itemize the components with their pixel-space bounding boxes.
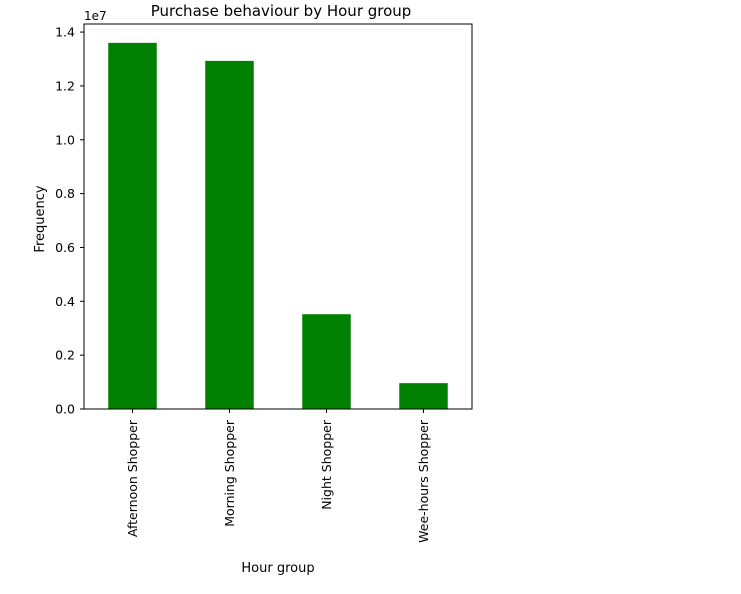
y-tick-label: 1.0: [55, 132, 75, 147]
x-tick-label: Night Shopper: [319, 419, 334, 510]
y-tick-label: 0.0: [55, 402, 75, 417]
x-axis-label: Hour group: [241, 561, 314, 576]
bar-afternoon-shopper: [108, 42, 157, 409]
chart-title: Purchase behaviour by Hour group: [151, 2, 412, 20]
y-tick-label: 1.4: [55, 25, 75, 40]
y-tick-label: 0.4: [55, 294, 75, 309]
y-scale-label: 1e7: [84, 9, 107, 23]
x-tick-label: Wee-hours Shopper: [416, 419, 431, 543]
x-tick-label: Afternoon Shopper: [125, 419, 140, 537]
plot-frame: [83, 23, 473, 410]
bar-night-shopper: [302, 314, 351, 409]
y-axis-label: Frequency: [33, 185, 48, 252]
y-tick-label: 0.6: [55, 240, 75, 255]
bars-group: [108, 42, 448, 410]
y-tick-label: 0.2: [55, 348, 75, 363]
bar-morning-shopper: [205, 60, 254, 410]
bar-wee-hours-shopper: [399, 383, 448, 409]
y-tick-label: 0.8: [55, 186, 75, 201]
y-axis-ticks: 0.0 0.2 0.4 0.6 0.8 1.0 1.2 1.4: [55, 25, 84, 417]
x-axis-ticks: Afternoon Shopper Morning Shopper Night Sh…: [125, 409, 431, 543]
x-tick-label: Morning Shopper: [222, 419, 237, 527]
y-tick-label: 1.2: [55, 78, 75, 93]
